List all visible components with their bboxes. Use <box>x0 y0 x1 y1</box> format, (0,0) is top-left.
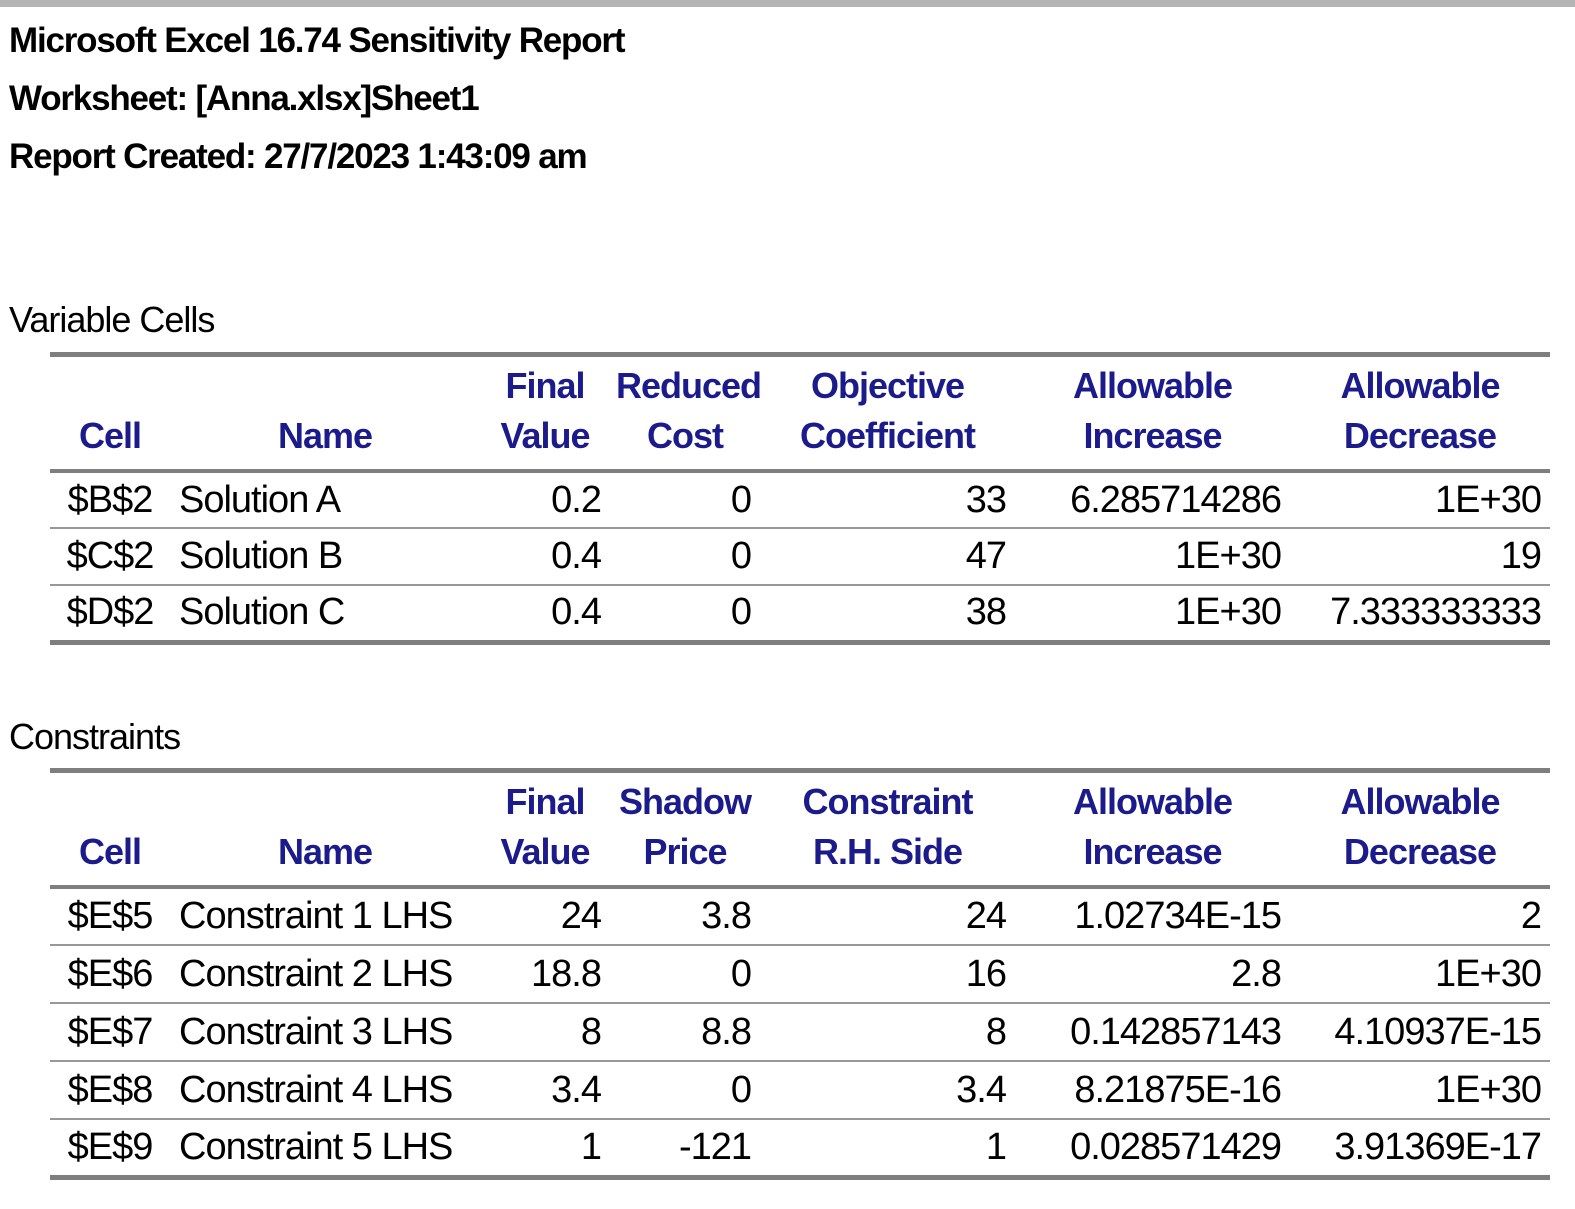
shadow-price: 3.8 <box>701 895 752 937</box>
allowable-increase: 2.8 <box>1231 952 1282 995</box>
column-header-allowable-increase: Allowable Increase <box>1072 781 1233 872</box>
variable-cells-header-row: Cell Name Final Value Reduced Cost Objecti… <box>50 354 1550 471</box>
allowable-decrease: 2 <box>1520 895 1542 937</box>
final-value: 0.4 <box>551 591 602 634</box>
cell-ref: $E$8 <box>67 1068 154 1111</box>
report-header: Microsoft Excel 16.74 Sensitivity Report… <box>9 12 625 186</box>
column-header-cell: Cell <box>78 415 142 456</box>
final-value: 18.8 <box>531 952 602 995</box>
table-row: $B$2 Solution A 0.2 0 33 6.285714286 1E+… <box>50 471 1550 528</box>
reduced-cost: 0 <box>730 591 752 634</box>
allowable-increase: 0.028571429 <box>1070 1125 1282 1168</box>
constraint-rhs: 16 <box>965 952 1007 995</box>
allowable-increase: 0.142857143 <box>1070 1010 1282 1053</box>
cell-ref: $E$6 <box>67 952 154 995</box>
column-header-constraint-rhs: Constraint R.H. Side <box>802 781 974 872</box>
final-value: 0.4 <box>551 535 602 577</box>
allowable-increase: 1E+30 <box>1175 591 1282 634</box>
constraint-rhs: 3.4 <box>956 1068 1007 1111</box>
allowable-decrease: 19 <box>1500 535 1542 577</box>
cell-name: Constraint 2 LHS <box>179 952 453 995</box>
cell-ref: $C$2 <box>66 535 155 577</box>
column-header-objective-coefficient: Objective Coefficient <box>799 365 976 456</box>
section-label-variable-cells: Variable Cells <box>9 299 215 340</box>
cell-name: Constraint 3 LHS <box>179 1010 453 1053</box>
column-header-name: Name <box>277 831 373 872</box>
worksheet-line: Worksheet: [Anna.xlsx]Sheet1 <box>9 79 480 118</box>
column-header-allowable-increase: Allowable Increase <box>1072 365 1233 456</box>
column-header-shadow-price: Shadow Price <box>618 781 752 872</box>
final-value: 8 <box>580 1010 602 1053</box>
allowable-decrease: 1E+30 <box>1435 1068 1542 1111</box>
cell-ref: $E$5 <box>67 895 154 937</box>
shadow-price: 0 <box>730 952 752 995</box>
reduced-cost: 0 <box>730 478 752 521</box>
final-value: 0.2 <box>551 478 602 521</box>
shadow-price: 8.8 <box>701 1010 752 1053</box>
cell-ref: $D$2 <box>66 591 155 634</box>
allowable-decrease: 1E+30 <box>1435 478 1542 521</box>
allowable-decrease: 7.333333333 <box>1330 591 1542 634</box>
cell-ref: $B$2 <box>67 478 154 521</box>
cell-name: Constraint 5 LHS <box>179 1125 453 1168</box>
allowable-decrease: 3.91369E-17 <box>1334 1125 1542 1168</box>
column-header-final-value: Final Value <box>500 365 590 456</box>
objective-coefficient: 38 <box>965 591 1007 634</box>
allowable-increase: 1E+30 <box>1175 535 1282 577</box>
cell-name: Solution A <box>179 478 341 521</box>
final-value: 1 <box>580 1125 602 1168</box>
objective-coefficient: 47 <box>965 535 1007 577</box>
column-header-allowable-decrease: Allowable Decrease <box>1340 781 1500 872</box>
table-row: $E$6 Constraint 2 LHS 18.8 0 16 2.8 1E+3… <box>50 945 1550 1003</box>
table-row: $E$5 Constraint 1 LHS 24 3.8 24 1.02734E… <box>50 887 1550 945</box>
reduced-cost: 0 <box>730 535 752 577</box>
table-row: $D$2 Solution C 0.4 0 38 1E+30 7.3333333… <box>50 585 1550 642</box>
constraint-rhs: 1 <box>985 1125 1007 1168</box>
objective-coefficient: 33 <box>965 478 1007 521</box>
table-row: $C$2 Solution B 0.4 0 47 1E+30 19 <box>50 528 1550 585</box>
shadow-price: 0 <box>730 1068 752 1111</box>
cell-name: Constraint 4 LHS <box>179 1068 453 1111</box>
constraints-header-row: Cell Name Final Value Shadow Price Constra… <box>50 770 1550 887</box>
column-header-reduced-cost: Reduced Cost <box>616 365 762 456</box>
allowable-increase: 1.02734E-15 <box>1074 895 1282 937</box>
allowable-increase: 6.285714286 <box>1070 478 1282 521</box>
constraints-table: Cell Name Final Value Shadow Price Constra… <box>50 768 1550 1180</box>
table-row: $E$7 Constraint 3 LHS 8 8.8 8 0.14285714… <box>50 1003 1550 1061</box>
allowable-decrease: 1E+30 <box>1435 952 1542 995</box>
allowable-decrease: 4.10937E-15 <box>1334 1010 1542 1053</box>
column-header-final-value: Final Value <box>500 781 590 872</box>
shadow-price: -121 <box>678 1125 752 1168</box>
report-title: Microsoft Excel 16.74 Sensitivity Report <box>9 21 625 60</box>
column-header-name: Name <box>277 415 373 456</box>
variable-cells-table: Cell Name Final Value Reduced Cost Objecti… <box>50 352 1550 645</box>
report-created-line: Report Created: 27/7/2023 1:43:09 am <box>9 137 588 176</box>
cell-name: Solution C <box>179 591 345 634</box>
table-row: $E$9 Constraint 5 LHS 1 -121 1 0.0285714… <box>50 1119 1550 1177</box>
cell-name: Constraint 1 LHS <box>179 895 453 937</box>
allowable-increase: 8.21875E-16 <box>1074 1068 1282 1111</box>
final-value: 24 <box>560 895 602 937</box>
cell-ref: $E$9 <box>67 1125 154 1168</box>
final-value: 3.4 <box>551 1068 602 1111</box>
column-header-cell: Cell <box>78 831 142 872</box>
cell-ref: $E$7 <box>67 1010 154 1053</box>
window-edge-strip <box>0 0 1575 7</box>
constraint-rhs: 24 <box>965 895 1007 937</box>
table-row: $E$8 Constraint 4 LHS 3.4 0 3.4 8.21875E… <box>50 1061 1550 1119</box>
section-label-constraints: Constraints <box>9 716 181 757</box>
cell-name: Solution B <box>179 535 343 577</box>
column-header-allowable-decrease: Allowable Decrease <box>1340 365 1500 456</box>
constraint-rhs: 8 <box>985 1010 1007 1053</box>
